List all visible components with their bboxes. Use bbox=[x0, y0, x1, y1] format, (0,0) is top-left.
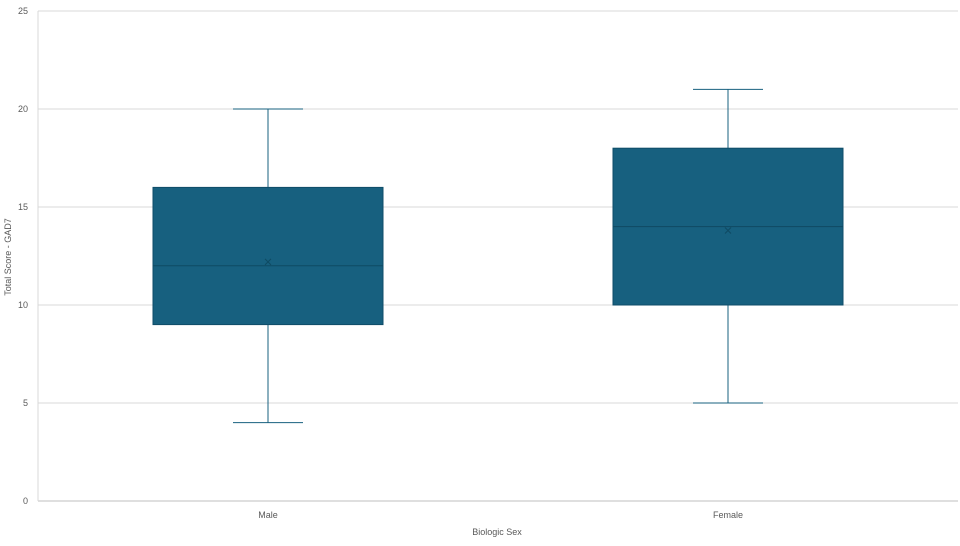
boxes bbox=[152, 88, 844, 424]
y-axis-title: Total Score - GAD7 bbox=[3, 218, 13, 296]
y-tick-label: 10 bbox=[18, 300, 28, 310]
x-tick-label: Male bbox=[258, 510, 278, 520]
box-female bbox=[612, 88, 844, 404]
y-tick-label: 20 bbox=[18, 104, 28, 114]
y-axis-ticks: 0 5 10 15 20 25 bbox=[18, 6, 28, 506]
mean-marker bbox=[264, 258, 272, 266]
x-axis-title: Biologic Sex bbox=[472, 527, 522, 537]
y-tick-label: 15 bbox=[18, 202, 28, 212]
x-tick-label: Female bbox=[713, 510, 743, 520]
y-tick-label: 0 bbox=[23, 496, 28, 506]
y-tick-label: 5 bbox=[23, 398, 28, 408]
mean-marker bbox=[724, 227, 732, 234]
x-axis-ticks: Male Female bbox=[258, 510, 743, 520]
iqr-box bbox=[152, 186, 384, 326]
box-male bbox=[152, 108, 384, 424]
y-tick-label: 25 bbox=[18, 6, 28, 16]
